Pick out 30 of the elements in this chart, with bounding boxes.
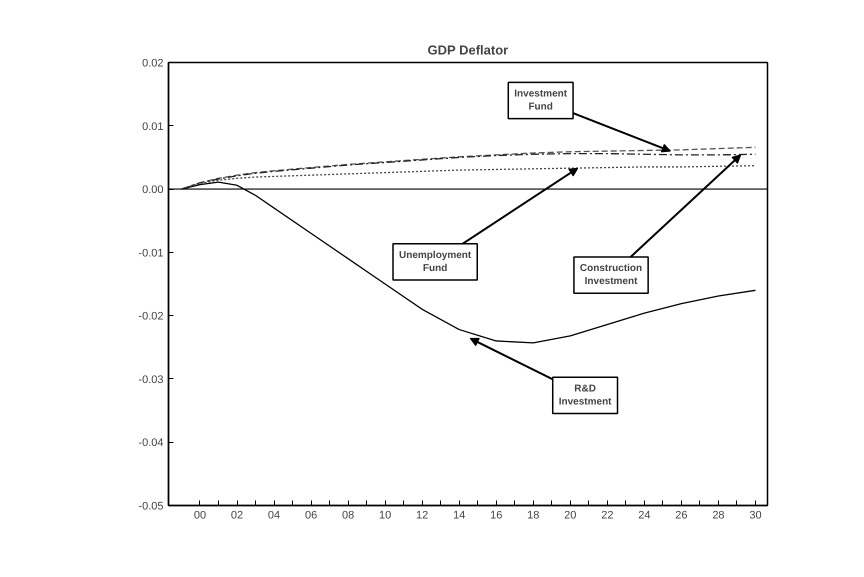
x-tick-label: 28: [712, 510, 725, 522]
y-tick-label: 0.02: [142, 58, 164, 70]
y-tick-label: -0.03: [138, 374, 164, 386]
y-tick-label: -0.01: [138, 247, 164, 260]
x-tick-label: 16: [490, 510, 502, 522]
x-tick-label: 06: [304, 510, 318, 522]
annotation: R&D Investment: [558, 383, 612, 408]
x-tick-label: 20: [564, 510, 576, 522]
y-tick-label: -0.05: [138, 500, 164, 512]
y-tick-label: -0.04: [138, 437, 164, 450]
annotation: Unemployment Fund: [399, 250, 472, 274]
x-tick-label: 00: [194, 510, 206, 522]
x-tick-label: 26: [675, 510, 688, 522]
line-series: [180, 165, 756, 190]
annotation: Construction Investment: [580, 263, 642, 288]
x-tick-label: 14: [453, 510, 466, 522]
x-tick-label: 22: [601, 510, 614, 522]
x-tick-label: 08: [342, 510, 354, 522]
x-tick-label: 02: [230, 510, 244, 522]
x-tick-label: 30: [749, 510, 762, 522]
x-tick-label: 10: [379, 510, 392, 522]
x-tick-label: 04: [268, 510, 280, 522]
chart-title: GDP Deflator: [428, 42, 508, 58]
y-tick-label: -0.02: [138, 310, 164, 323]
annotation: Investment Fund: [514, 88, 568, 113]
x-tick-label: 24: [638, 510, 650, 522]
y-tick-label: 0.01: [142, 120, 164, 133]
x-tick-label: 18: [527, 510, 540, 522]
y-tick-label: 0.00: [142, 184, 164, 196]
x-tick-label: 12: [416, 510, 428, 522]
